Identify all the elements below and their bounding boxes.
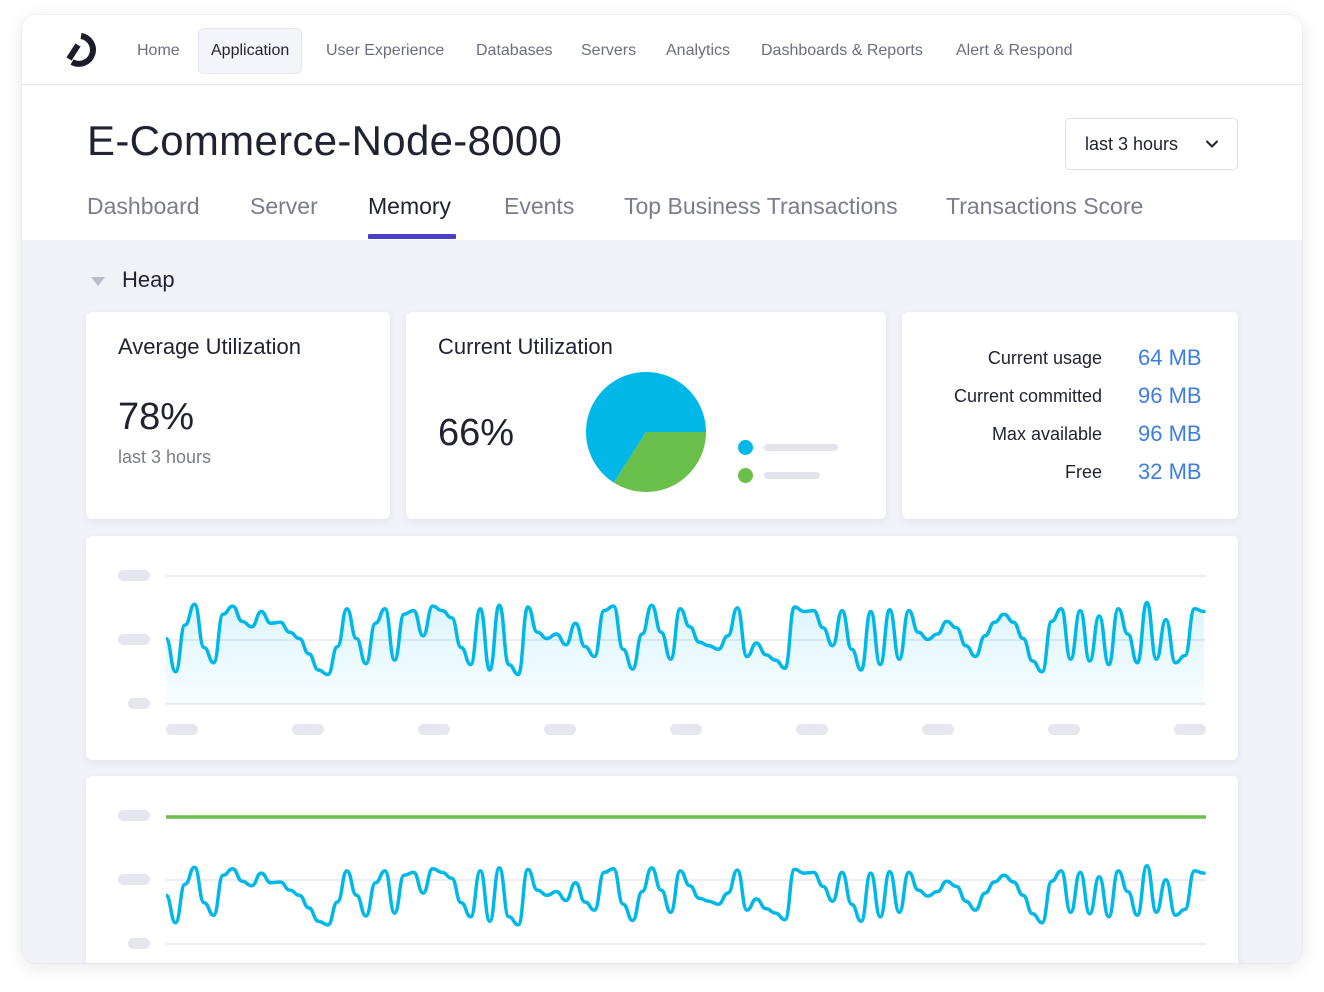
stat-label-current-committed: Current committed xyxy=(953,386,1102,406)
x-tick-placeholder xyxy=(1174,724,1206,735)
nav-dashboards-reports[interactable]: Dashboards & Reports xyxy=(761,42,923,59)
tab-dashboard[interactable]: Dashboard xyxy=(87,193,200,219)
time-range-value: last 3 hours xyxy=(1085,134,1179,154)
stat-label-free: Free xyxy=(1064,462,1102,482)
utilization-pie-chart xyxy=(586,372,706,492)
tab-top-business-transactions[interactable]: Top Business Transactions xyxy=(624,193,898,219)
x-tick-placeholder xyxy=(292,724,324,735)
nav-user-experience[interactable]: User Experience xyxy=(326,42,445,59)
top-navigation: Home Application User Experience Databas… xyxy=(22,15,1302,85)
average-utilization-caption: last 3 hours xyxy=(118,447,212,467)
y-tick-placeholder xyxy=(118,810,150,821)
nav-application[interactable]: Application xyxy=(198,28,303,74)
x-tick-placeholder xyxy=(796,724,828,735)
y-tick-placeholder xyxy=(118,874,150,885)
nav-servers[interactable]: Servers xyxy=(581,42,637,59)
chevron-down-icon xyxy=(1206,140,1218,148)
page-header: E-Commerce-Node-8000 last 3 hours Dashbo… xyxy=(22,85,1302,240)
x-tick-placeholder xyxy=(544,724,576,735)
nav-alert-respond[interactable]: Alert & Respond xyxy=(956,42,1073,59)
stat-value-current-usage: 64 MB xyxy=(1138,345,1202,370)
x-tick-placeholder xyxy=(670,724,702,735)
tab-memory[interactable]: Memory xyxy=(368,193,452,219)
y-tick-placeholder xyxy=(118,634,150,645)
stat-value-max-available: 96 MB xyxy=(1138,421,1202,446)
y-tick-placeholder xyxy=(128,938,150,949)
heap-usage-chart-card xyxy=(86,536,1238,760)
legend-dot-free xyxy=(738,468,753,483)
card-title: Current Utilization xyxy=(438,334,613,359)
stat-label-current-usage: Current usage xyxy=(987,348,1102,368)
average-utilization-value: 78% xyxy=(118,396,195,438)
stat-value-current-committed: 96 MB xyxy=(1138,383,1202,408)
memory-stats-card: Current usage 64 MB Current committed 96… xyxy=(902,312,1238,519)
time-range-select[interactable]: last 3 hours xyxy=(1065,118,1238,170)
x-tick-placeholder xyxy=(1048,724,1080,735)
pie-slice-free xyxy=(613,432,706,492)
heap-usage-chart xyxy=(166,575,1206,705)
stat-value-free: 32 MB xyxy=(1138,459,1202,484)
collapse-caret-icon[interactable] xyxy=(90,276,106,288)
tab-transactions-score[interactable]: Transactions Score xyxy=(946,193,1144,219)
series-line xyxy=(166,600,1206,677)
heap-committed-chart-card xyxy=(86,776,1238,963)
page-title: E-Commerce-Node-8000 xyxy=(87,117,563,164)
section-title: Heap xyxy=(122,267,175,292)
app-logo-icon[interactable] xyxy=(64,33,98,67)
nav-databases[interactable]: Databases xyxy=(476,42,553,59)
series-area xyxy=(166,602,1204,704)
nav-home[interactable]: Home xyxy=(137,42,180,59)
current-utilization-card: Current Utilization 66% xyxy=(406,312,886,519)
legend-label-placeholder xyxy=(764,472,820,479)
x-tick-placeholder xyxy=(922,724,954,735)
y-tick-placeholder xyxy=(118,570,150,581)
tab-events[interactable]: Events xyxy=(504,193,575,219)
app-window: Home Application User Experience Databas… xyxy=(22,15,1302,963)
x-tick-placeholder xyxy=(166,724,198,735)
legend-label-placeholder xyxy=(764,444,838,451)
average-utilization-card: Average Utilization 78% last 3 hours xyxy=(86,312,390,519)
current-utilization-value: 66% xyxy=(438,412,515,454)
stat-label-max-available: Max available xyxy=(991,424,1102,444)
pie-slice-used xyxy=(586,372,706,483)
y-tick-placeholder xyxy=(128,698,150,709)
heap-committed-chart xyxy=(166,815,1206,945)
x-tick-placeholder xyxy=(418,724,450,735)
card-title: Average Utilization xyxy=(118,334,302,359)
legend-dot-used xyxy=(738,440,753,455)
active-tab-indicator xyxy=(368,234,456,239)
nav-analytics[interactable]: Analytics xyxy=(666,42,731,59)
tab-server[interactable]: Server xyxy=(250,193,318,219)
series-line xyxy=(166,863,1206,927)
